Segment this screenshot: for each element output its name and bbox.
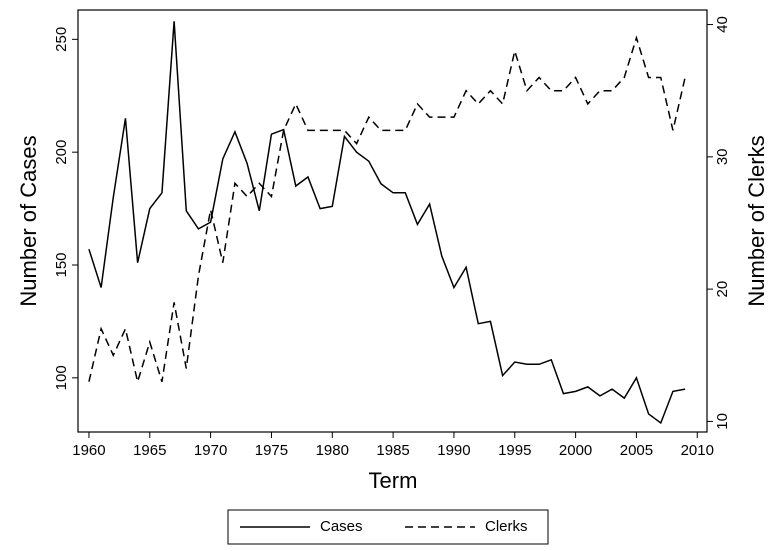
x-tick-label: 2005	[620, 442, 653, 459]
series-line	[88, 21, 686, 425]
y2-tick-label: 30	[714, 148, 731, 165]
series-line	[88, 35, 686, 385]
y2-tick-label: 20	[714, 281, 731, 298]
x-tick-label: 1995	[498, 442, 531, 459]
x-axis-label: Term	[369, 468, 418, 493]
x-tick-label: 1965	[133, 442, 166, 459]
x-tick-label: 2000	[559, 442, 592, 459]
y2-tick-label: 10	[714, 413, 731, 430]
y-tick-label: 250	[53, 27, 70, 52]
x-tick-label: 1970	[194, 442, 227, 459]
y2-tick-label: 40	[714, 16, 731, 33]
y-tick-label: 100	[53, 365, 70, 390]
x-tick-label: 1975	[255, 442, 288, 459]
x-tick-label: 1960	[72, 442, 105, 459]
y-tick-label: 150	[53, 252, 70, 277]
x-tick-label: 1990	[437, 442, 470, 459]
y2-axis-label: Number of Clerks	[744, 135, 769, 306]
legend-label: Clerks	[485, 518, 528, 535]
y-axis-label: Number of Cases	[16, 135, 41, 306]
plot-frame	[77, 9, 708, 433]
x-tick-label: 2010	[681, 442, 714, 459]
x-tick-label: 1985	[376, 442, 409, 459]
y-tick-label: 200	[53, 140, 70, 165]
legend-label: Cases	[320, 518, 363, 535]
x-tick-label: 1980	[316, 442, 349, 459]
